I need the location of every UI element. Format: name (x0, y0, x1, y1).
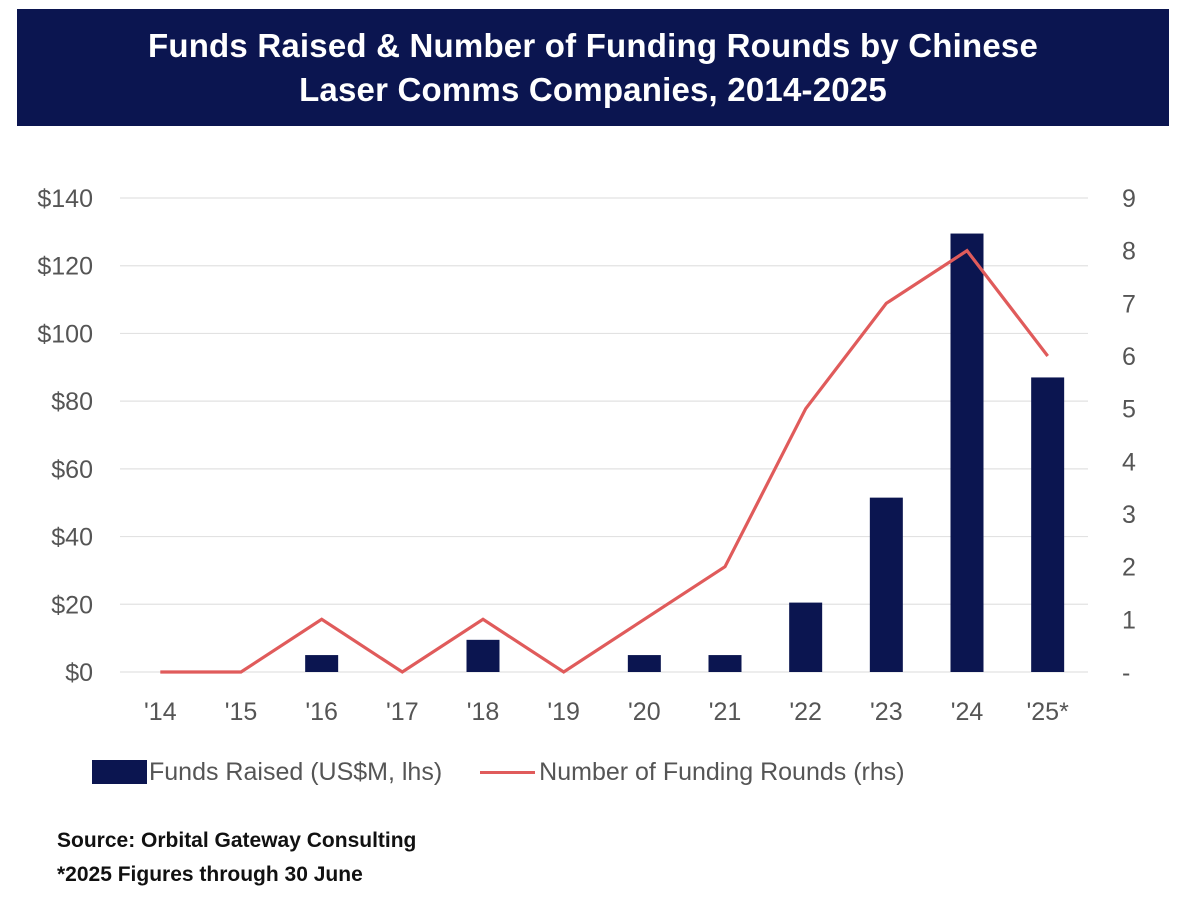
x-tick-label: '24 (951, 698, 984, 726)
source-text: Source: Orbital Gateway Consulting (57, 829, 417, 852)
x-axis: '14 '15 '16 '17 '18 '19 '20 '21 '22 '23 '24 '25* (144, 698, 1069, 726)
gridlines (120, 197, 1088, 673)
source-note: Source: Orbital Gateway Consulting *2025… (57, 824, 416, 892)
left-y-tick-label: $40 (51, 524, 93, 552)
footnote-text: *2025 Figures through 30 June (57, 863, 363, 886)
left-y-tick-label: $60 (51, 456, 93, 484)
x-tick-label: '21 (709, 698, 742, 726)
bar (305, 655, 339, 672)
x-tick-label: '22 (789, 698, 822, 726)
right-y-tick-label: 4 (1122, 448, 1136, 476)
funding-rounds-line (160, 248, 1049, 674)
right-y-tick-label: 3 (1122, 501, 1136, 529)
bar (708, 655, 742, 672)
left-y-tick-label: $140 (37, 185, 93, 213)
funds-raised-bars (305, 233, 1065, 673)
series-line (160, 248, 1049, 674)
bar (1031, 377, 1065, 672)
legend-bar-swatch (92, 760, 147, 784)
right-y-tick-label: 2 (1122, 554, 1136, 582)
right-y-tick-label: - (1122, 659, 1130, 687)
legend-line-swatch (480, 770, 536, 774)
left-y-tick-label: $0 (65, 659, 93, 687)
chart-title-line-2: Laser Comms Companies, 2014-2025 (299, 70, 887, 108)
chart-title-line-1: Funds Raised & Number of Funding Rounds … (147, 26, 1039, 64)
legend-bar-label: Funds Raised (US$M, lhs) (149, 757, 443, 786)
left-y-tick-label: $80 (51, 388, 93, 416)
legend: Funds Raised (US$M, lhs) Number of Fundi… (92, 752, 905, 792)
bar (789, 602, 823, 672)
x-tick-label: '15 (225, 698, 258, 726)
right-y-tick-label: 7 (1122, 290, 1136, 318)
right-y-tick-label: 1 (1122, 606, 1136, 634)
x-tick-label: '25* (1027, 698, 1070, 726)
x-tick-label: '19 (547, 698, 580, 726)
right-y-tick-label: 8 (1122, 238, 1136, 266)
bar (466, 639, 500, 672)
bar (627, 655, 661, 672)
left-y-axis: $0 $20 $40 $60 $80 $100 $120 $140 (37, 185, 93, 687)
right-y-tick-label: 5 (1122, 396, 1136, 424)
x-tick-label: '17 (386, 698, 419, 726)
left-y-tick-label: $20 (51, 591, 93, 619)
chart-title-banner: Funds Raised & Number of Funding Rounds … (17, 9, 1169, 126)
x-tick-label: '16 (305, 698, 338, 726)
bar (950, 233, 984, 673)
left-y-tick-label: $100 (37, 320, 93, 348)
right-y-axis: - 1 2 3 4 5 6 7 8 9 (1122, 185, 1136, 687)
right-y-tick-label: 9 (1122, 185, 1136, 213)
x-tick-label: '23 (870, 698, 903, 726)
x-tick-label: '18 (467, 698, 500, 726)
bar (869, 497, 903, 672)
x-tick-label: '20 (628, 698, 661, 726)
left-y-tick-label: $120 (37, 253, 93, 281)
x-tick-label: '14 (144, 698, 177, 726)
legend-line-label: Number of Funding Rounds (rhs) (539, 757, 905, 786)
right-y-tick-label: 6 (1122, 343, 1136, 371)
